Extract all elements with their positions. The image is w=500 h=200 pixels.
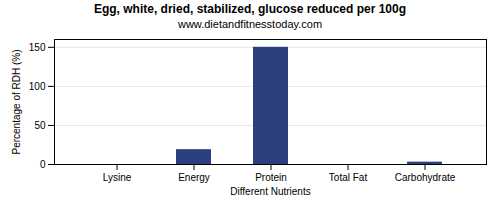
svg-text:Protein: Protein — [255, 172, 287, 183]
svg-text:Energy: Energy — [178, 172, 210, 183]
svg-text:0: 0 — [40, 159, 46, 170]
svg-text:150: 150 — [29, 42, 46, 53]
svg-text:50: 50 — [34, 120, 46, 131]
html-text:Egg, white, dried, stabilized,: Egg, white, dried, stabilized, glucose r… — [94, 2, 406, 16]
svg-text:Total Fat: Total Fat — [329, 172, 368, 183]
html-text:www.dietandfitnesstoday.com: www.dietandfitnesstoday.com — [178, 18, 322, 30]
svg-text:Percentage of RDH (%): Percentage of RDH (%) — [11, 49, 22, 154]
svg-text:Different Nutrients: Different Nutrients — [230, 186, 310, 197]
svg-text:Lysine: Lysine — [103, 172, 132, 183]
svg-text:100: 100 — [29, 81, 46, 92]
svg-text:Carbohydrate: Carbohydrate — [395, 172, 456, 183]
